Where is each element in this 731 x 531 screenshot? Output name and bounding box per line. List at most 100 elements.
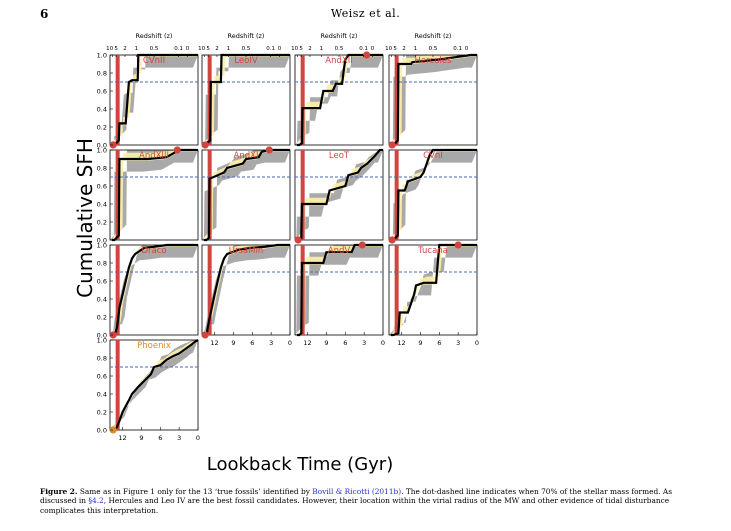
uncertainty-band-gray: [389, 245, 477, 335]
y-tick-label: 0.4: [97, 106, 107, 114]
galaxy-name: LeoIV: [234, 56, 258, 66]
time-tick-label: 12: [303, 339, 311, 347]
y-tick-label: 0.0: [97, 427, 107, 435]
panel-hercules: Hercules Redshift (z) 10 5 2 1 0.5 0.1 0: [385, 32, 478, 149]
panel-frame: [109, 149, 199, 241]
reionization-band: [115, 340, 120, 430]
redshift-tick-label: 0: [278, 46, 282, 52]
uncertainty-band-yellow: [111, 55, 198, 145]
redshift-tick-label: 0.1: [266, 46, 275, 52]
galaxy-name: AndXIII: [139, 151, 169, 161]
panel-phoenix: Phoenix 0.0 0.2 0.4 0.6 0.8 1.0 12 9 6 3 0: [97, 337, 200, 443]
y-tick-label: 0.8: [97, 260, 107, 268]
redshift-tick-label: 0.1: [359, 46, 368, 52]
panel-frame: [201, 149, 291, 241]
redshift-label: Redshift (z): [415, 32, 452, 40]
running-head: Weisz et al.: [330, 7, 401, 20]
uncertainty-band-gray: [110, 55, 198, 145]
sfh-line: [111, 339, 199, 432]
time-tick-label: 9: [418, 339, 422, 347]
redshift-tick-label: 2: [123, 46, 127, 52]
sfh-line: [390, 243, 477, 337]
reionization-band: [394, 55, 399, 145]
panel-frame: [109, 339, 199, 431]
panel-frame: [388, 244, 478, 336]
time-tick-label: 3: [362, 339, 366, 347]
redshift-tick-label: 1: [414, 46, 418, 52]
caption-text-2: . The dot-dashed line indicates when 70%…: [40, 487, 673, 506]
time-tick-label: 6: [437, 339, 441, 347]
galaxy-name: Draco: [141, 246, 166, 256]
sfh-line: [296, 53, 383, 147]
marker-dot: [388, 236, 396, 244]
time-tick-label: 3: [269, 339, 273, 347]
redshift-tick-label: 0.5: [242, 46, 251, 52]
galaxy-name: AndXI: [234, 151, 259, 161]
uncertainty-band-gray: [110, 245, 198, 335]
uncertainty-band-gray: [202, 150, 290, 240]
galaxy-name: CVnI: [423, 151, 443, 161]
marker-dot: [109, 426, 117, 434]
section-link[interactable]: §4.2: [88, 496, 104, 506]
redshift-tick-label: 5: [114, 46, 118, 52]
marker-dot: [201, 331, 209, 339]
redshift-tick-label: 2: [308, 46, 312, 52]
redshift-tick-label: 1: [135, 46, 139, 52]
uncertainty-band-gray: [295, 55, 383, 145]
caption-label: Figure 2.: [40, 487, 78, 496]
panel-draco: Draco 0.0 0.2 0.4 0.6 0.8 1.0: [97, 242, 199, 340]
caption-text-3: , Hercules and Leo IV are the best fossi…: [40, 496, 670, 515]
marker-dot: [454, 241, 462, 249]
panel-tucana: Tucana 12 9 6 3 0: [388, 241, 479, 347]
time-tick-label: 0: [288, 339, 292, 347]
redshift-tick-label: 0: [186, 46, 190, 52]
time-tick-label: 12: [118, 434, 126, 442]
galaxy-name: AndXII: [325, 56, 352, 66]
sfh-line: [296, 148, 383, 242]
redshift-tick-label: 1: [320, 46, 324, 52]
panel-frame: [201, 244, 291, 336]
sfh-line: [203, 53, 290, 146]
y-tick-label: 0.0: [97, 332, 107, 340]
redshift-tick-label: 1: [227, 46, 231, 52]
uncertainty-band-yellow: [390, 150, 477, 240]
panel-frame: [294, 149, 384, 241]
sfh-line: [111, 53, 198, 147]
reionization-band: [115, 245, 120, 335]
marker-dot: [358, 241, 366, 249]
y-tick-label: 0.6: [97, 183, 107, 191]
citation-link[interactable]: Bovill & Ricotti (2011b): [312, 487, 402, 496]
y-tick-label: 0.2: [97, 409, 107, 417]
panel-ursamin: UrsaMin 12 9 6 3 0: [201, 243, 292, 347]
panel-andxii: AndXII Redshift (z) 10 5 2 1 0.5 0.1 0: [291, 32, 384, 147]
uncertainty-band-gray: [202, 245, 290, 335]
uncertainty-band-yellow: [203, 150, 290, 240]
sfh-line: [203, 243, 290, 337]
redshift-label: Redshift (z): [136, 32, 173, 40]
panel-frame: [109, 244, 199, 336]
galaxy-name: UrsaMin: [229, 246, 263, 256]
time-tick-label: 12: [210, 339, 218, 347]
y-tick-label: 0.2: [97, 314, 107, 322]
time-tick-label: 0: [475, 339, 479, 347]
redshift-tick-label: 0: [465, 46, 469, 52]
uncertainty-band-gray: [110, 150, 198, 240]
reionization-band: [115, 150, 120, 240]
sfh-line: [390, 53, 477, 147]
y-tick-label: 0.8: [97, 70, 107, 78]
redshift-label: Redshift (z): [321, 32, 358, 40]
y-tick-label: 0.4: [97, 201, 107, 209]
marker-dot: [388, 141, 396, 149]
marker-dot: [109, 331, 117, 339]
page-number: 6: [40, 7, 49, 21]
panel-andxi: AndXI: [201, 146, 291, 242]
redshift-tick-label: 10: [198, 46, 205, 52]
reionization-band: [300, 150, 305, 240]
y-tick-label: 0.6: [97, 373, 107, 381]
uncertainty-band-yellow: [296, 55, 383, 145]
redshift-tick-label: 10: [291, 46, 298, 52]
reionization-band: [394, 150, 399, 240]
y-axis-label: Cumulative SFH: [73, 138, 97, 298]
panel-andxiii: AndXIII 0.0 0.2 0.4 0.6 0.8 1.0: [97, 146, 199, 245]
